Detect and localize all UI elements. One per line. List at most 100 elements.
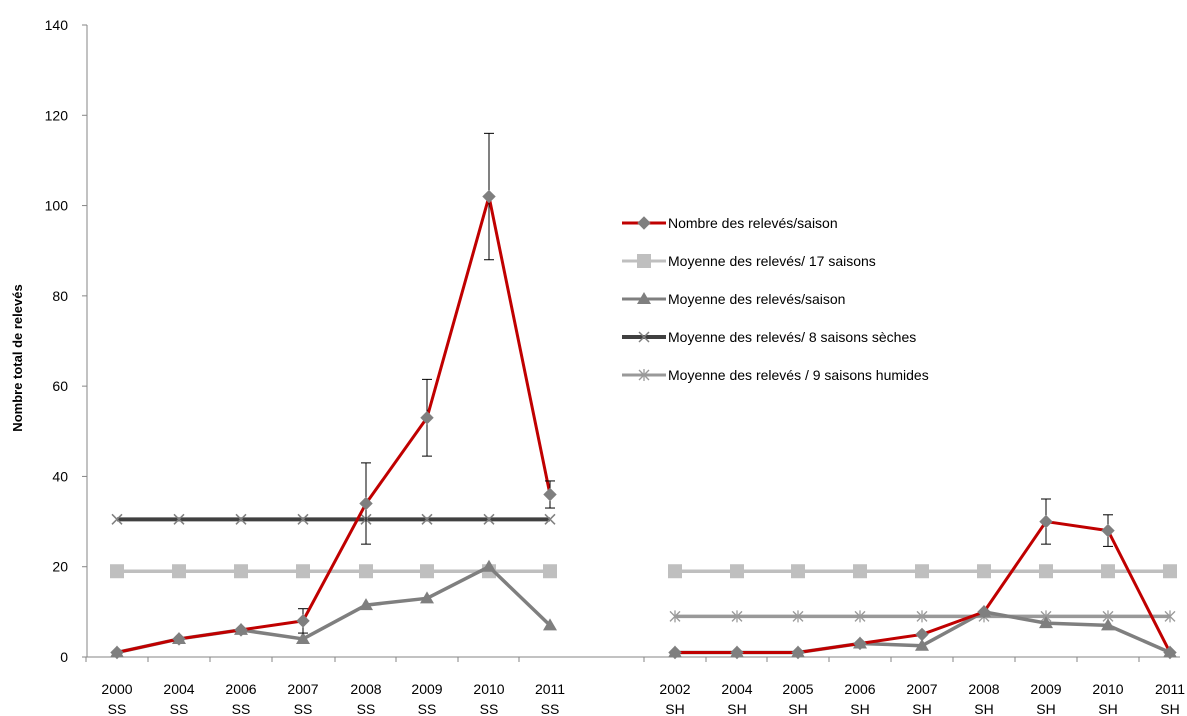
data-point [543, 487, 557, 502]
y-tick-label: 60 [52, 378, 68, 394]
x-tick-label-year: 2010 [473, 681, 504, 697]
x-tick-label-year: 2009 [411, 681, 442, 697]
legend-item: Moyenne des relevés/saison [622, 291, 845, 307]
series-1-0 [668, 498, 1177, 660]
data-point [234, 623, 248, 637]
legend-item: Moyenne des relevés/ 17 saisons [622, 253, 876, 269]
x-tick-label-season: SH [727, 701, 746, 716]
data-point [297, 513, 309, 525]
data-point [730, 564, 744, 579]
data-point [172, 564, 186, 579]
y-tick-label: 80 [52, 288, 68, 304]
data-point [1039, 514, 1053, 529]
data-point [111, 513, 123, 525]
data-point [977, 564, 991, 579]
x-tick-label-year: 2006 [844, 681, 875, 697]
data-point [791, 564, 805, 579]
legend-label: Moyenne des relevés/ 8 saisons sèches [668, 329, 916, 345]
data-point [792, 610, 804, 623]
x-tick-label-season: SS [108, 701, 127, 716]
y-axis: 0 20 40 60 80 100 120 140 [45, 17, 88, 665]
data-point [482, 559, 496, 572]
x-tick-label-season: SS [170, 701, 189, 716]
data-point [1039, 564, 1053, 579]
legend: Nombre des relevés/saison Moyenne des rel… [622, 215, 929, 383]
x-tick-label-season: SS [541, 701, 560, 716]
data-point [915, 564, 929, 579]
data-point [172, 632, 186, 646]
x-tick-label-year: 2000 [101, 681, 132, 697]
data-point [1101, 618, 1115, 631]
data-point [668, 564, 682, 579]
data-point [915, 627, 929, 642]
data-point [359, 496, 373, 511]
x-tick-label-year: 2002 [659, 681, 690, 697]
legend-item: Nombre des relevés/saison [622, 215, 838, 231]
y-tick-label: 120 [45, 107, 69, 123]
x-tick-label-season: SH [974, 701, 993, 716]
x-tick-label-season: SH [912, 701, 931, 716]
series-layer [110, 132, 1177, 660]
data-point [296, 564, 310, 579]
data-point [543, 618, 557, 631]
series-0-0 [110, 132, 557, 660]
data-point [1163, 645, 1177, 660]
series-line [116, 195, 552, 654]
x-tick-label-year: 2004 [163, 681, 194, 697]
data-point [853, 636, 867, 651]
legend-swatch-marker [637, 292, 651, 304]
x-tick-label-year: 2007 [906, 681, 937, 697]
data-point [977, 605, 991, 619]
x-tick-label-season: SH [1160, 701, 1179, 716]
legend-label: Nombre des relevés/saison [668, 215, 838, 231]
x-tick-label-season: SS [232, 701, 251, 716]
y-tick-label: 20 [52, 559, 68, 575]
data-point [915, 638, 929, 651]
data-point [1101, 564, 1115, 579]
data-point [543, 564, 557, 579]
data-point [173, 513, 185, 525]
x-tick-label-year: 2008 [350, 681, 381, 697]
series-1-1 [668, 564, 1177, 579]
x-tick-label-year: 2011 [1155, 681, 1185, 697]
x-tick-label-season: SS [418, 701, 437, 716]
data-point [234, 564, 248, 579]
data-point [296, 614, 310, 628]
y-tick-label: 40 [52, 468, 68, 484]
legend-swatch-marker [637, 216, 651, 230]
legend-label: Moyenne des relevés/ 17 saisons [668, 253, 876, 269]
x-tick-label-season: SS [357, 701, 376, 716]
data-point [420, 564, 434, 579]
data-point [359, 598, 373, 611]
x-tick-label-season: SH [665, 701, 684, 716]
data-point [235, 513, 247, 525]
y-tick-label: 0 [60, 649, 68, 665]
x-axis: 2000 SS 2004 SS 2006 SS 2007 SS 2008 SS 2009 SS 2010… [85, 656, 1185, 716]
x-tick-label-year: 2004 [721, 681, 752, 697]
data-point [916, 610, 928, 623]
series-1-3 [669, 610, 1176, 623]
data-point [853, 564, 867, 579]
data-point [730, 645, 744, 660]
legend-item: Moyenne des relevés/ 8 saisons sèches [622, 329, 916, 345]
data-point [420, 411, 434, 425]
x-tick-label-year: 2007 [287, 681, 318, 697]
data-point [791, 645, 805, 660]
y-tick-label: 140 [45, 17, 69, 33]
x-tick-label-season: SH [788, 701, 807, 716]
legend-label: Moyenne des relevés / 9 saisons humides [668, 367, 929, 383]
x-tick-label-season: SH [1036, 701, 1055, 716]
y-tick-label: 100 [45, 198, 69, 214]
data-point [483, 513, 495, 525]
data-point [110, 645, 124, 660]
legend-swatch-marker [638, 331, 650, 343]
data-point [296, 631, 310, 644]
data-point [110, 564, 124, 579]
x-tick-label-year: 2011 [535, 681, 565, 697]
data-point [1164, 610, 1176, 623]
data-point [1163, 564, 1177, 579]
data-point [669, 610, 681, 623]
x-tick-label-year: 2008 [968, 681, 999, 697]
data-point [359, 564, 373, 579]
